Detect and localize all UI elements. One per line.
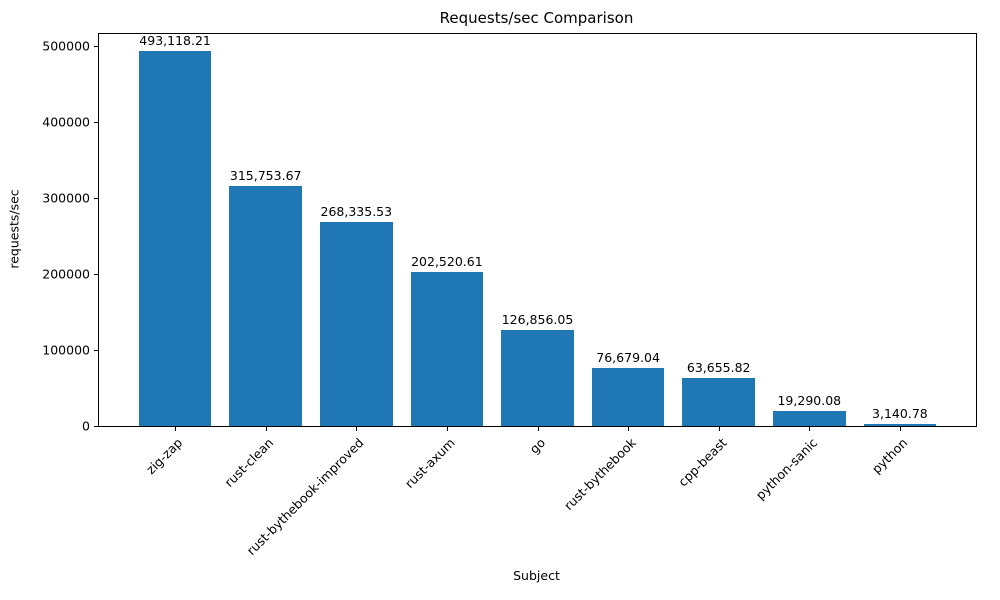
- bar-value-label: 493,118.21: [139, 33, 211, 49]
- x-tick-label: python: [868, 435, 911, 477]
- y-tick-mark: [94, 198, 98, 199]
- x-axis-label: Subject: [513, 568, 560, 583]
- y-tick-label: 400000: [42, 114, 90, 130]
- plot-area: 493,118.21 zig-zap 315,753.67 rust-clean 268…: [42, 33, 977, 558]
- x-tick-mark: [356, 427, 358, 431]
- x-tick-label: rust-bythebook: [560, 435, 639, 514]
- bar-cpp-beast: [682, 377, 755, 426]
- x-tick-mark: [899, 427, 901, 431]
- y-tick-label: 0: [82, 418, 90, 434]
- y-tick-label: 100000: [42, 342, 90, 358]
- x-tick-label: cpp-beast: [674, 435, 730, 490]
- x-tick-mark: [265, 427, 267, 431]
- bar-value-label: 315,753.67: [229, 168, 302, 184]
- bar-python: [863, 423, 937, 426]
- bar-value-label: 3,140.78: [872, 405, 928, 421]
- y-tick-mark: [94, 122, 98, 123]
- bar-go: [501, 329, 574, 426]
- y-tick-mark: [94, 350, 98, 351]
- x-tick-mark: [537, 427, 539, 431]
- x-tick-label: zig-zap: [143, 435, 186, 478]
- x-tick-mark: [809, 427, 811, 431]
- x-tick-label: python-sanic: [752, 435, 820, 503]
- bar-value-label: 268,335.53: [320, 204, 393, 220]
- bar-value-label: 19,290.08: [777, 393, 842, 409]
- bar-rust-bythebook-improved: [320, 222, 393, 426]
- y-tick-label: 300000: [42, 190, 90, 206]
- bar-value-label: 126,856.05: [501, 311, 574, 327]
- bar-value-label: 63,655.82: [686, 359, 751, 375]
- x-tick-mark: [718, 427, 720, 431]
- y-axis-label: requests/sec: [6, 189, 22, 269]
- x-tick-label: go: [526, 435, 549, 457]
- bar-rust-axum: [410, 272, 484, 426]
- y-tick-mark: [94, 46, 98, 47]
- x-tick-label: rust-axum: [401, 435, 458, 491]
- chart-title: Requests/sec Comparison: [439, 9, 634, 27]
- x-tick-mark: [628, 427, 630, 431]
- bar-rust-clean: [229, 186, 302, 426]
- x-tick-label: rust-clean: [221, 435, 277, 490]
- y-tick-label: 500000: [42, 38, 90, 54]
- x-tick-mark: [175, 427, 177, 431]
- y-tick-mark: [94, 426, 98, 427]
- x-tick-mark: [446, 427, 448, 431]
- bar-value-label: 202,520.61: [411, 254, 483, 270]
- bar-rust-bythebook: [591, 367, 665, 426]
- bar-python-sanic: [773, 411, 846, 426]
- y-tick-mark: [94, 274, 98, 275]
- bar-zig-zap: [138, 51, 212, 426]
- y-tick-label: 200000: [42, 266, 90, 282]
- bar-value-label: 76,679.04: [596, 349, 660, 365]
